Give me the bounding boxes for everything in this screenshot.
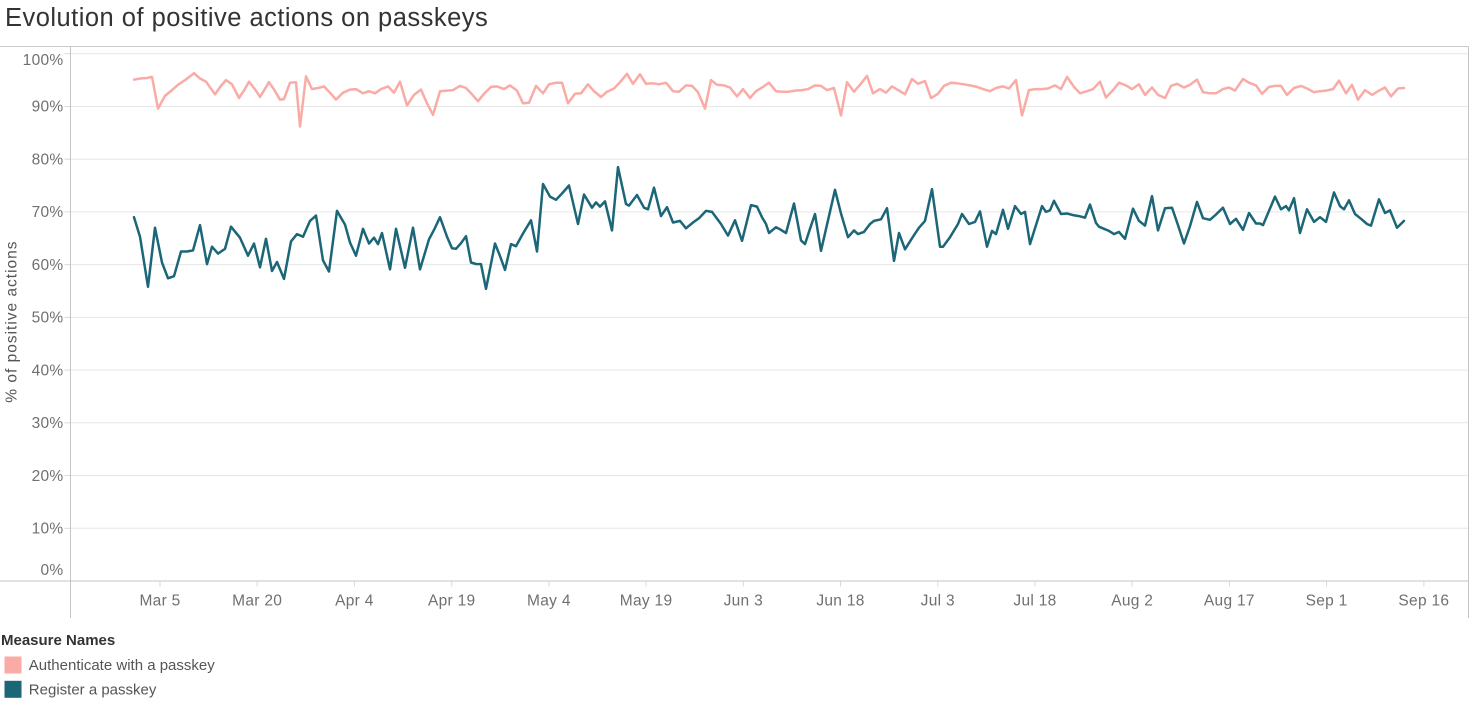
svg-text:Jul 3: Jul 3: [921, 593, 955, 610]
svg-text:Sep 16: Sep 16: [1398, 593, 1449, 610]
svg-text:Sep 1: Sep 1: [1306, 593, 1348, 610]
svg-text:30%: 30%: [32, 415, 64, 432]
svg-text:May 4: May 4: [527, 593, 571, 610]
svg-text:Evolution of positive actions: Evolution of positive actions on passkey…: [5, 4, 488, 32]
svg-text:% of positive actions: % of positive actions: [4, 240, 21, 402]
svg-text:Jul 18: Jul 18: [1013, 593, 1056, 610]
svg-text:20%: 20%: [32, 468, 64, 485]
svg-text:10%: 10%: [32, 521, 64, 538]
svg-text:80%: 80%: [32, 151, 64, 168]
svg-text:60%: 60%: [32, 257, 64, 274]
svg-text:Mar 5: Mar 5: [139, 593, 180, 610]
svg-text:90%: 90%: [32, 99, 64, 116]
svg-text:Aug 2: Aug 2: [1111, 593, 1153, 610]
svg-text:Measure Names: Measure Names: [1, 632, 115, 649]
svg-text:Register a passkey: Register a passkey: [29, 682, 157, 699]
svg-text:40%: 40%: [32, 362, 64, 379]
svg-text:Jun 18: Jun 18: [816, 593, 864, 610]
svg-text:100%: 100%: [23, 52, 64, 69]
svg-text:Apr 19: Apr 19: [428, 593, 475, 610]
svg-text:70%: 70%: [32, 204, 64, 221]
svg-text:Authenticate with a passkey: Authenticate with a passkey: [29, 657, 215, 674]
svg-text:Aug 17: Aug 17: [1204, 593, 1255, 610]
svg-text:0%: 0%: [40, 562, 63, 579]
svg-text:Mar 20: Mar 20: [232, 593, 282, 610]
svg-text:Apr 4: Apr 4: [335, 593, 374, 610]
svg-text:50%: 50%: [32, 310, 64, 327]
svg-text:Jun 3: Jun 3: [724, 593, 763, 610]
svg-text:May 19: May 19: [620, 593, 673, 610]
